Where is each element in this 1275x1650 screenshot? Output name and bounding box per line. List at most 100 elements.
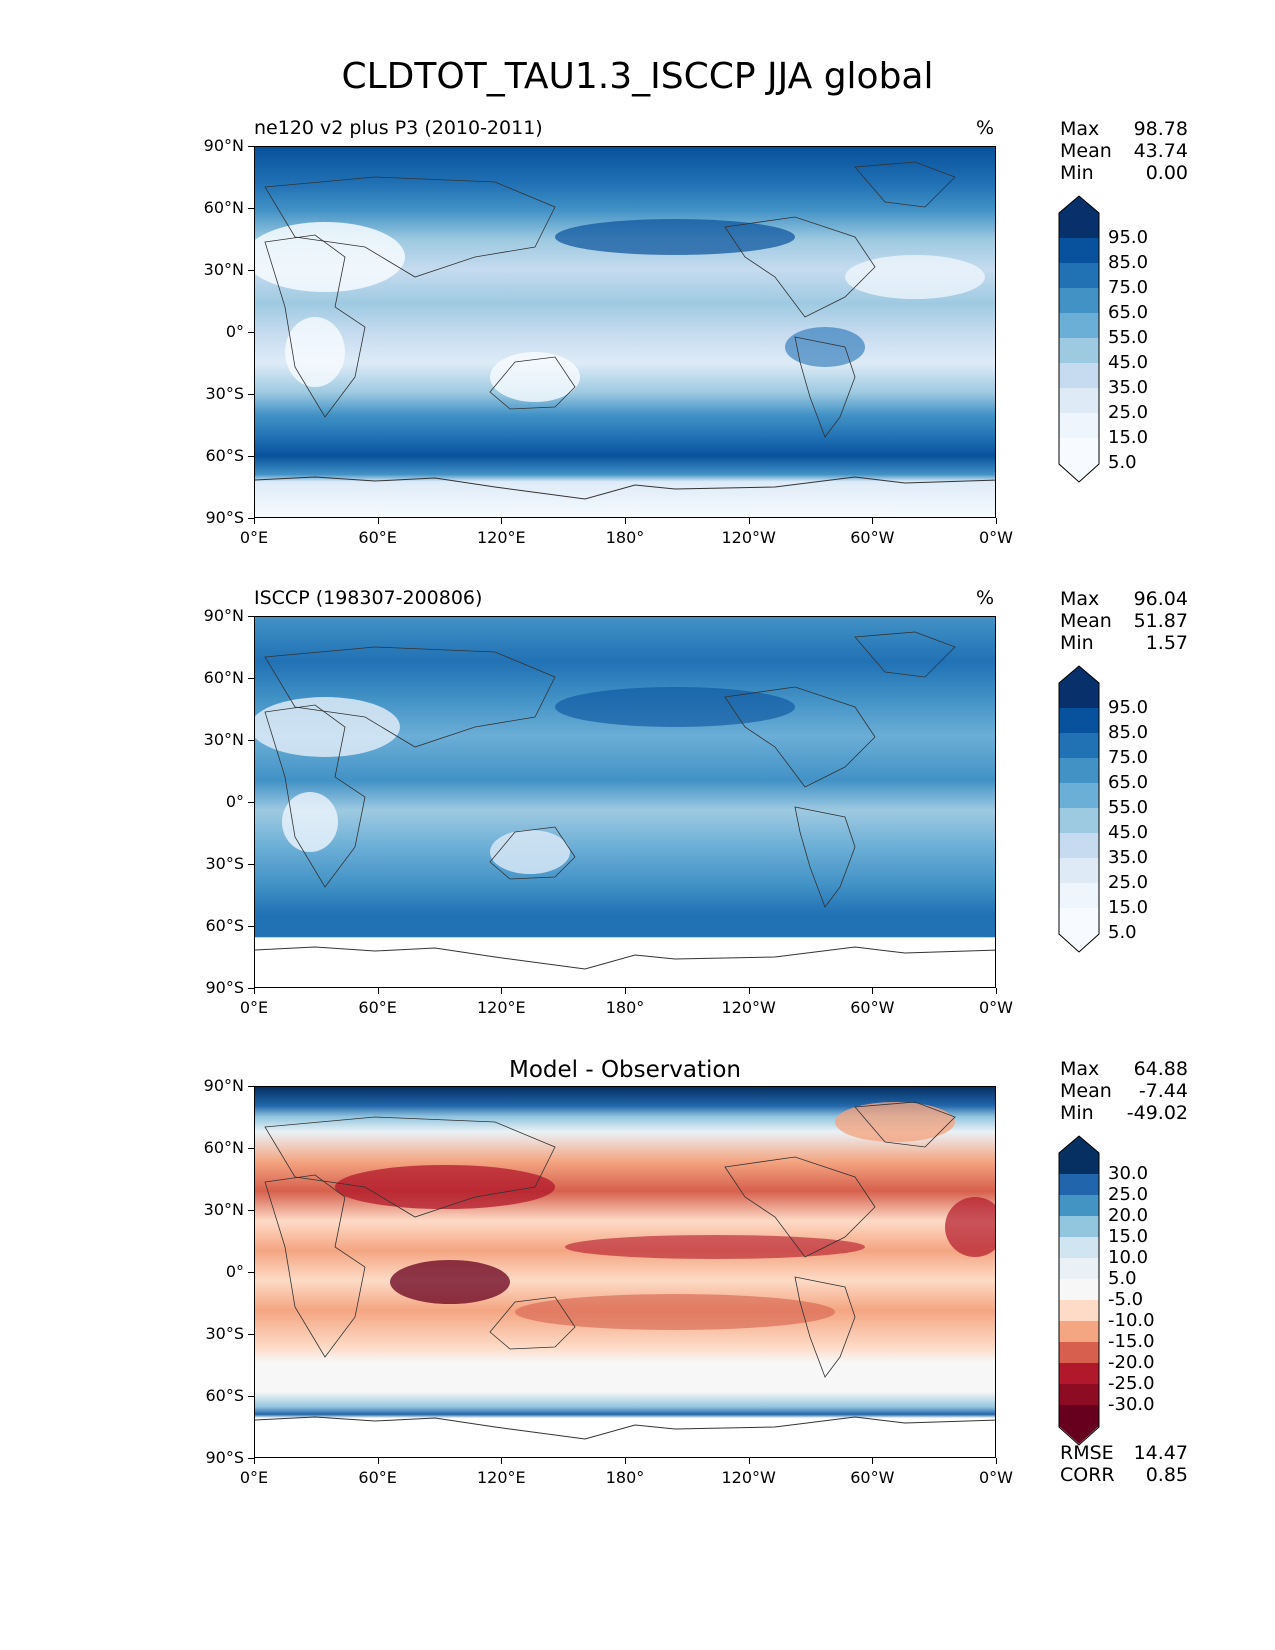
colorbar-tick-label: 20.0 [1108,1205,1149,1226]
colorbar-segment [1059,758,1099,783]
diff-greenland-neg [835,1102,955,1142]
colorbar-segment [1059,1174,1099,1195]
x-tick-mark [625,518,626,524]
obs-map [254,616,996,988]
colorbar-segment [1059,438,1099,481]
x-tick-label: 180° [605,998,645,1017]
x-tick-mark [872,518,874,524]
stat-mean-value: 51.87 [1133,610,1188,632]
colorbar-segment [1059,733,1099,758]
obs-coastline-namerica [724,686,876,788]
y-tick-label: 90°S [205,1448,244,1467]
model-coastline-samerica [794,336,856,438]
y-tick-mark [248,802,254,803]
colorbar-outline [1058,195,1100,483]
stat-max-value: 64.88 [1133,1058,1188,1080]
y-tick-mark [248,208,254,209]
diff-eurasia-neg [335,1165,555,1209]
colorbar-tick-label: 5.0 [1108,922,1137,943]
colorbar-tick-label: 35.0 [1108,377,1149,398]
stat-min-label: Min [1060,1102,1094,1124]
colorbar-segment [1059,1384,1099,1405]
x-tick-label: 120°E [477,528,526,547]
y-tick-label: 60°S [205,446,244,465]
stat-max-label: Max [1060,588,1100,610]
y-tick-mark [248,616,254,617]
x-tick-mark [996,1458,997,1464]
y-tick-label: 90°S [205,508,244,527]
stat-min-label: Min [1060,632,1094,654]
y-tick-label: 60°N [203,1138,244,1157]
x-tick-mark [748,988,750,994]
colorbar-segment [1059,1321,1099,1342]
obs-coastline-eurasia [264,646,556,748]
stat-mean-value: -7.44 [1138,1080,1188,1102]
colorbar-segment [1059,313,1099,338]
colorbar-segment [1059,288,1099,313]
x-tick-mark [501,988,503,994]
colorbar-segment [1059,363,1099,388]
stat-mean-value: 43.74 [1133,140,1188,162]
y-tick-label: 30°N [203,1200,244,1219]
diff-panel-title: Model - Observation [508,1057,742,1083]
corr-value: 0.85 [1145,1464,1188,1486]
obs-coastline-australia [489,826,576,880]
y-tick-label: 90°N [203,1076,244,1095]
colorbar-segment [1059,833,1099,858]
colorbar-tick-label: 45.0 [1108,822,1149,843]
colorbar-segment [1059,1237,1099,1258]
y-tick-mark [248,1086,254,1087]
colorbar-segment [1059,1216,1099,1237]
colorbar-tick-label: 25.0 [1108,872,1149,893]
stat-mean-label: Mean [1060,1080,1112,1102]
diff-coastline-africa [264,1174,366,1358]
y-tick-label: 60°S [205,916,244,935]
model-stats: Max 98.78 Mean 43.74 Min 0.00 [1060,118,1188,184]
colorbar-segment [1059,858,1099,883]
rmse-value: 14.47 [1133,1442,1188,1464]
stat-min-value: 0.00 [1145,162,1188,184]
x-tick-mark [377,988,379,994]
x-tick-label: 60°E [358,998,397,1017]
diff-spcz-neg [515,1294,835,1330]
colorbar-tick-label: 25.0 [1108,1184,1149,1205]
diff-itcz-neg [565,1235,865,1259]
colorbar-tick-label: 65.0 [1108,772,1149,793]
y-tick-label: 30°N [203,260,244,279]
obs-panel-title: ISCCP (198307-200806) [254,587,483,609]
colorbar-segment [1059,883,1099,908]
colorbar-segment [1059,238,1099,263]
x-tick-label: 0°E [239,998,269,1017]
colorbar-segment [1059,263,1099,288]
colorbar-tick-label: -10.0 [1108,1310,1155,1331]
colorbar-segment [1059,388,1099,413]
obs-africa-low [282,792,338,852]
colorbar-tick-label: 45.0 [1108,352,1149,373]
colorbar-tick-label: 5.0 [1108,452,1137,473]
y-tick-mark [248,1458,254,1459]
y-tick-label: 60°N [203,198,244,217]
obs-field [255,617,995,987]
x-tick-label: 60°W [850,998,895,1017]
colorbar-segment [1059,1405,1099,1444]
colorbar-segment [1059,808,1099,833]
colorbar-segment [1059,666,1099,708]
y-tick-label: 0° [225,322,244,341]
y-tick-mark [248,456,254,457]
obs-coastline-greenland [854,631,956,678]
y-tick-mark [248,1210,254,1211]
y-tick-label: 30°S [205,1324,244,1343]
y-tick-mark [248,1334,254,1335]
stat-mean-label: Mean [1060,610,1112,632]
x-tick-label: 120°W [721,1468,776,1487]
model-units: % [976,117,995,139]
colorbar-outline [1058,1135,1100,1446]
y-tick-label: 90°S [205,978,244,997]
x-tick-mark [501,518,503,524]
model-coastline-namerica [724,216,876,318]
stat-min-label: Min [1060,162,1094,184]
x-tick-mark [377,518,379,524]
diff-coastline-eurasia [264,1116,556,1218]
diff-metrics: RMSE 14.47 CORR 0.85 [1060,1442,1188,1486]
x-tick-mark [254,1458,255,1464]
